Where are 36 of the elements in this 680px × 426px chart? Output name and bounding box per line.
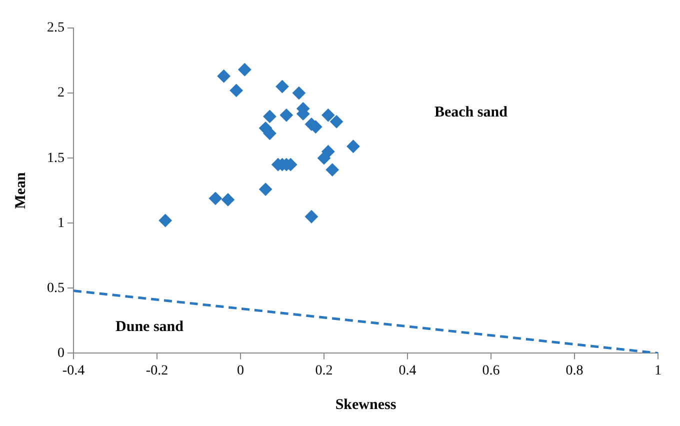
point [326, 163, 339, 176]
point [230, 84, 243, 97]
point [217, 70, 230, 83]
point [276, 80, 289, 94]
y-tick-label: 1 [58, 216, 64, 231]
point [346, 140, 360, 153]
y-tick-label: 0 [58, 346, 64, 361]
y-tick-label: 1.5 [47, 150, 64, 166]
point [208, 192, 222, 205]
x-tick-label: 0.6 [482, 363, 500, 378]
point [322, 108, 335, 122]
point [238, 63, 252, 76]
point [158, 214, 172, 228]
y-axis-title: Mean [12, 172, 29, 209]
y-tick-label: 0.5 [47, 280, 64, 296]
y-tick-label: 2 [58, 86, 64, 101]
x-tick-label: 0.4 [398, 363, 416, 378]
point [292, 86, 306, 100]
annotation: Dune sand [116, 319, 184, 336]
y-tick-label: 2.5 [47, 20, 64, 36]
point [330, 115, 344, 128]
point [304, 210, 318, 224]
x-tick-label: 0.2 [315, 363, 333, 378]
x-tick-label: -0.4 [62, 363, 85, 378]
x-tick-label: 0.8 [566, 363, 584, 378]
point [263, 126, 276, 140]
x-tick-label: 0 [237, 363, 244, 378]
point [263, 110, 276, 123]
point [221, 193, 234, 206]
x-axis-title: Skewness [335, 396, 396, 413]
annotation: Beach sand [434, 104, 508, 120]
point [280, 108, 293, 122]
x-tick-label: 1 [654, 363, 662, 378]
x-tick-label: -0.2 [146, 363, 168, 378]
point [322, 145, 335, 158]
point [259, 182, 272, 196]
